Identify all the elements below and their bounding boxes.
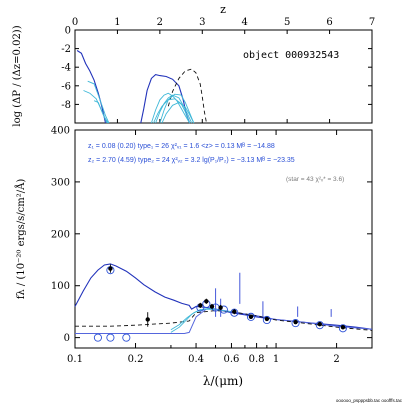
top-probability-curve bbox=[150, 92, 190, 124]
top-x-tick-label: 6 bbox=[326, 17, 332, 28]
model-photometry-circle bbox=[315, 321, 324, 330]
model-photometry-circle bbox=[338, 324, 347, 333]
bottom-x-tick-label: 0.6 bbox=[224, 354, 240, 365]
bottom-y-tick-label: 300 bbox=[51, 177, 70, 188]
top-curves bbox=[76, 50, 207, 124]
bottom-curves bbox=[74, 263, 373, 334]
top-x-tick-label: 5 bbox=[284, 17, 290, 28]
bottom-ticks: 0.1 0.2 0.4 0.6 0.8 1 2 0 100 200 300 400 bbox=[51, 126, 373, 365]
photometry-points bbox=[93, 264, 347, 342]
top-probability-curve bbox=[153, 98, 191, 124]
photometry-point bbox=[218, 305, 223, 310]
photometry-point bbox=[264, 316, 270, 322]
photometry-point bbox=[232, 309, 237, 314]
top-y-tick-label: -4 bbox=[61, 63, 71, 74]
photometry-point bbox=[317, 321, 322, 327]
top-probability-curve bbox=[167, 68, 207, 124]
bottom-x-tick-label: 2 bbox=[333, 354, 339, 365]
bottom-x-tick-label: 0.4 bbox=[188, 354, 204, 365]
photometry-point bbox=[204, 299, 209, 304]
sed-model-curve bbox=[170, 308, 216, 331]
model-photometry-circle bbox=[291, 319, 300, 328]
model-photometry-circle bbox=[106, 333, 115, 342]
bottom-x-tick-label: 0.1 bbox=[67, 354, 83, 365]
photometry-point bbox=[198, 303, 203, 308]
photometry-point bbox=[293, 319, 298, 325]
model-photometry-circle bbox=[262, 315, 271, 325]
sed-model-curve bbox=[75, 310, 373, 331]
model-photometry-circle bbox=[122, 333, 131, 342]
top-probability-curve bbox=[87, 80, 110, 124]
photometry-point bbox=[209, 304, 215, 309]
object-annotation: object 000932543 bbox=[243, 50, 339, 61]
top-probability-curve bbox=[161, 101, 195, 124]
top-ticks: 0 1 2 3 4 5 6 7 0 -2 -4 -6 -8 bbox=[61, 17, 375, 123]
top-probability-curve bbox=[93, 100, 109, 124]
top-x-tick-label: 7 bbox=[369, 17, 375, 28]
top-plot-frame bbox=[74, 29, 373, 124]
top-probability-curve bbox=[76, 50, 107, 124]
top-y-tick-label: -6 bbox=[61, 81, 71, 92]
top-probability-curve bbox=[140, 73, 191, 124]
bottom-y-axis-label: fλ / (10⁻²⁰ ergs/s/cm²/Å) bbox=[15, 179, 27, 300]
sed-panel: λ/(μm) fλ / (10⁻²⁰ ergs/s/cm²/Å) z₁ = 0.… bbox=[15, 126, 373, 388]
model-photometry-circle bbox=[246, 312, 255, 321]
bottom-y-tick-label: 0 bbox=[64, 333, 70, 344]
top-y-tick-label: 0 bbox=[65, 26, 71, 37]
bottom-x-tick-label: 0.8 bbox=[249, 354, 265, 365]
stats-line-1: z₁ = 0.08 (0.20) type₁ = 26 χ²ᵥ₁ = 1.6 <… bbox=[88, 143, 275, 150]
top-probability-curve bbox=[155, 94, 193, 124]
top-probability-curve bbox=[83, 90, 108, 124]
photometry-point bbox=[145, 317, 150, 322]
stats-line-2: z₂ = 2.70 (4.59) type₂ = 24 χ²ᵥ₂ = 3.2 l… bbox=[88, 157, 295, 164]
bottom-plot-frame bbox=[74, 129, 373, 349]
photometry-point bbox=[248, 314, 254, 320]
sed-model-curve bbox=[74, 263, 373, 330]
top-probability-curve bbox=[159, 93, 195, 124]
top-y-axis-label: log (ΔP / (Δz=0.02)) bbox=[12, 25, 23, 126]
bottom-y-tick-label: 200 bbox=[51, 229, 70, 240]
photometry-point bbox=[108, 266, 113, 271]
top-x-tick-label: 1 bbox=[114, 17, 120, 28]
redshift-probability-panel: z log (ΔP / (Δz=0.02)) object 000932543 … bbox=[12, 3, 375, 127]
bottom-y-tick-label: 100 bbox=[51, 281, 70, 292]
photometry-point bbox=[340, 325, 346, 330]
top-x-tick-label: 2 bbox=[157, 17, 163, 28]
top-x-tick-label: 0 bbox=[72, 17, 78, 28]
model-photometry-circle bbox=[93, 333, 102, 342]
bottom-x-tick-label: 1 bbox=[273, 354, 279, 365]
bottom-x-axis-label: λ/(μm) bbox=[203, 374, 243, 388]
top-x-tick-label: 4 bbox=[242, 17, 248, 28]
bottom-y-tick-label: 400 bbox=[51, 126, 70, 137]
top-y-tick-label: -2 bbox=[61, 44, 71, 55]
top-x-tick-label: 3 bbox=[199, 17, 205, 28]
top-x-axis-label: z bbox=[220, 3, 226, 16]
stats-line-3: (star = 43 χ²ᵥ* = 3.6) bbox=[286, 176, 344, 183]
bottom-x-tick-label: 0.2 bbox=[128, 354, 144, 365]
footer-filename: oooooo_pspppsbb.tac ooofffs.tac bbox=[336, 398, 403, 403]
top-y-tick-label: -8 bbox=[61, 100, 71, 111]
